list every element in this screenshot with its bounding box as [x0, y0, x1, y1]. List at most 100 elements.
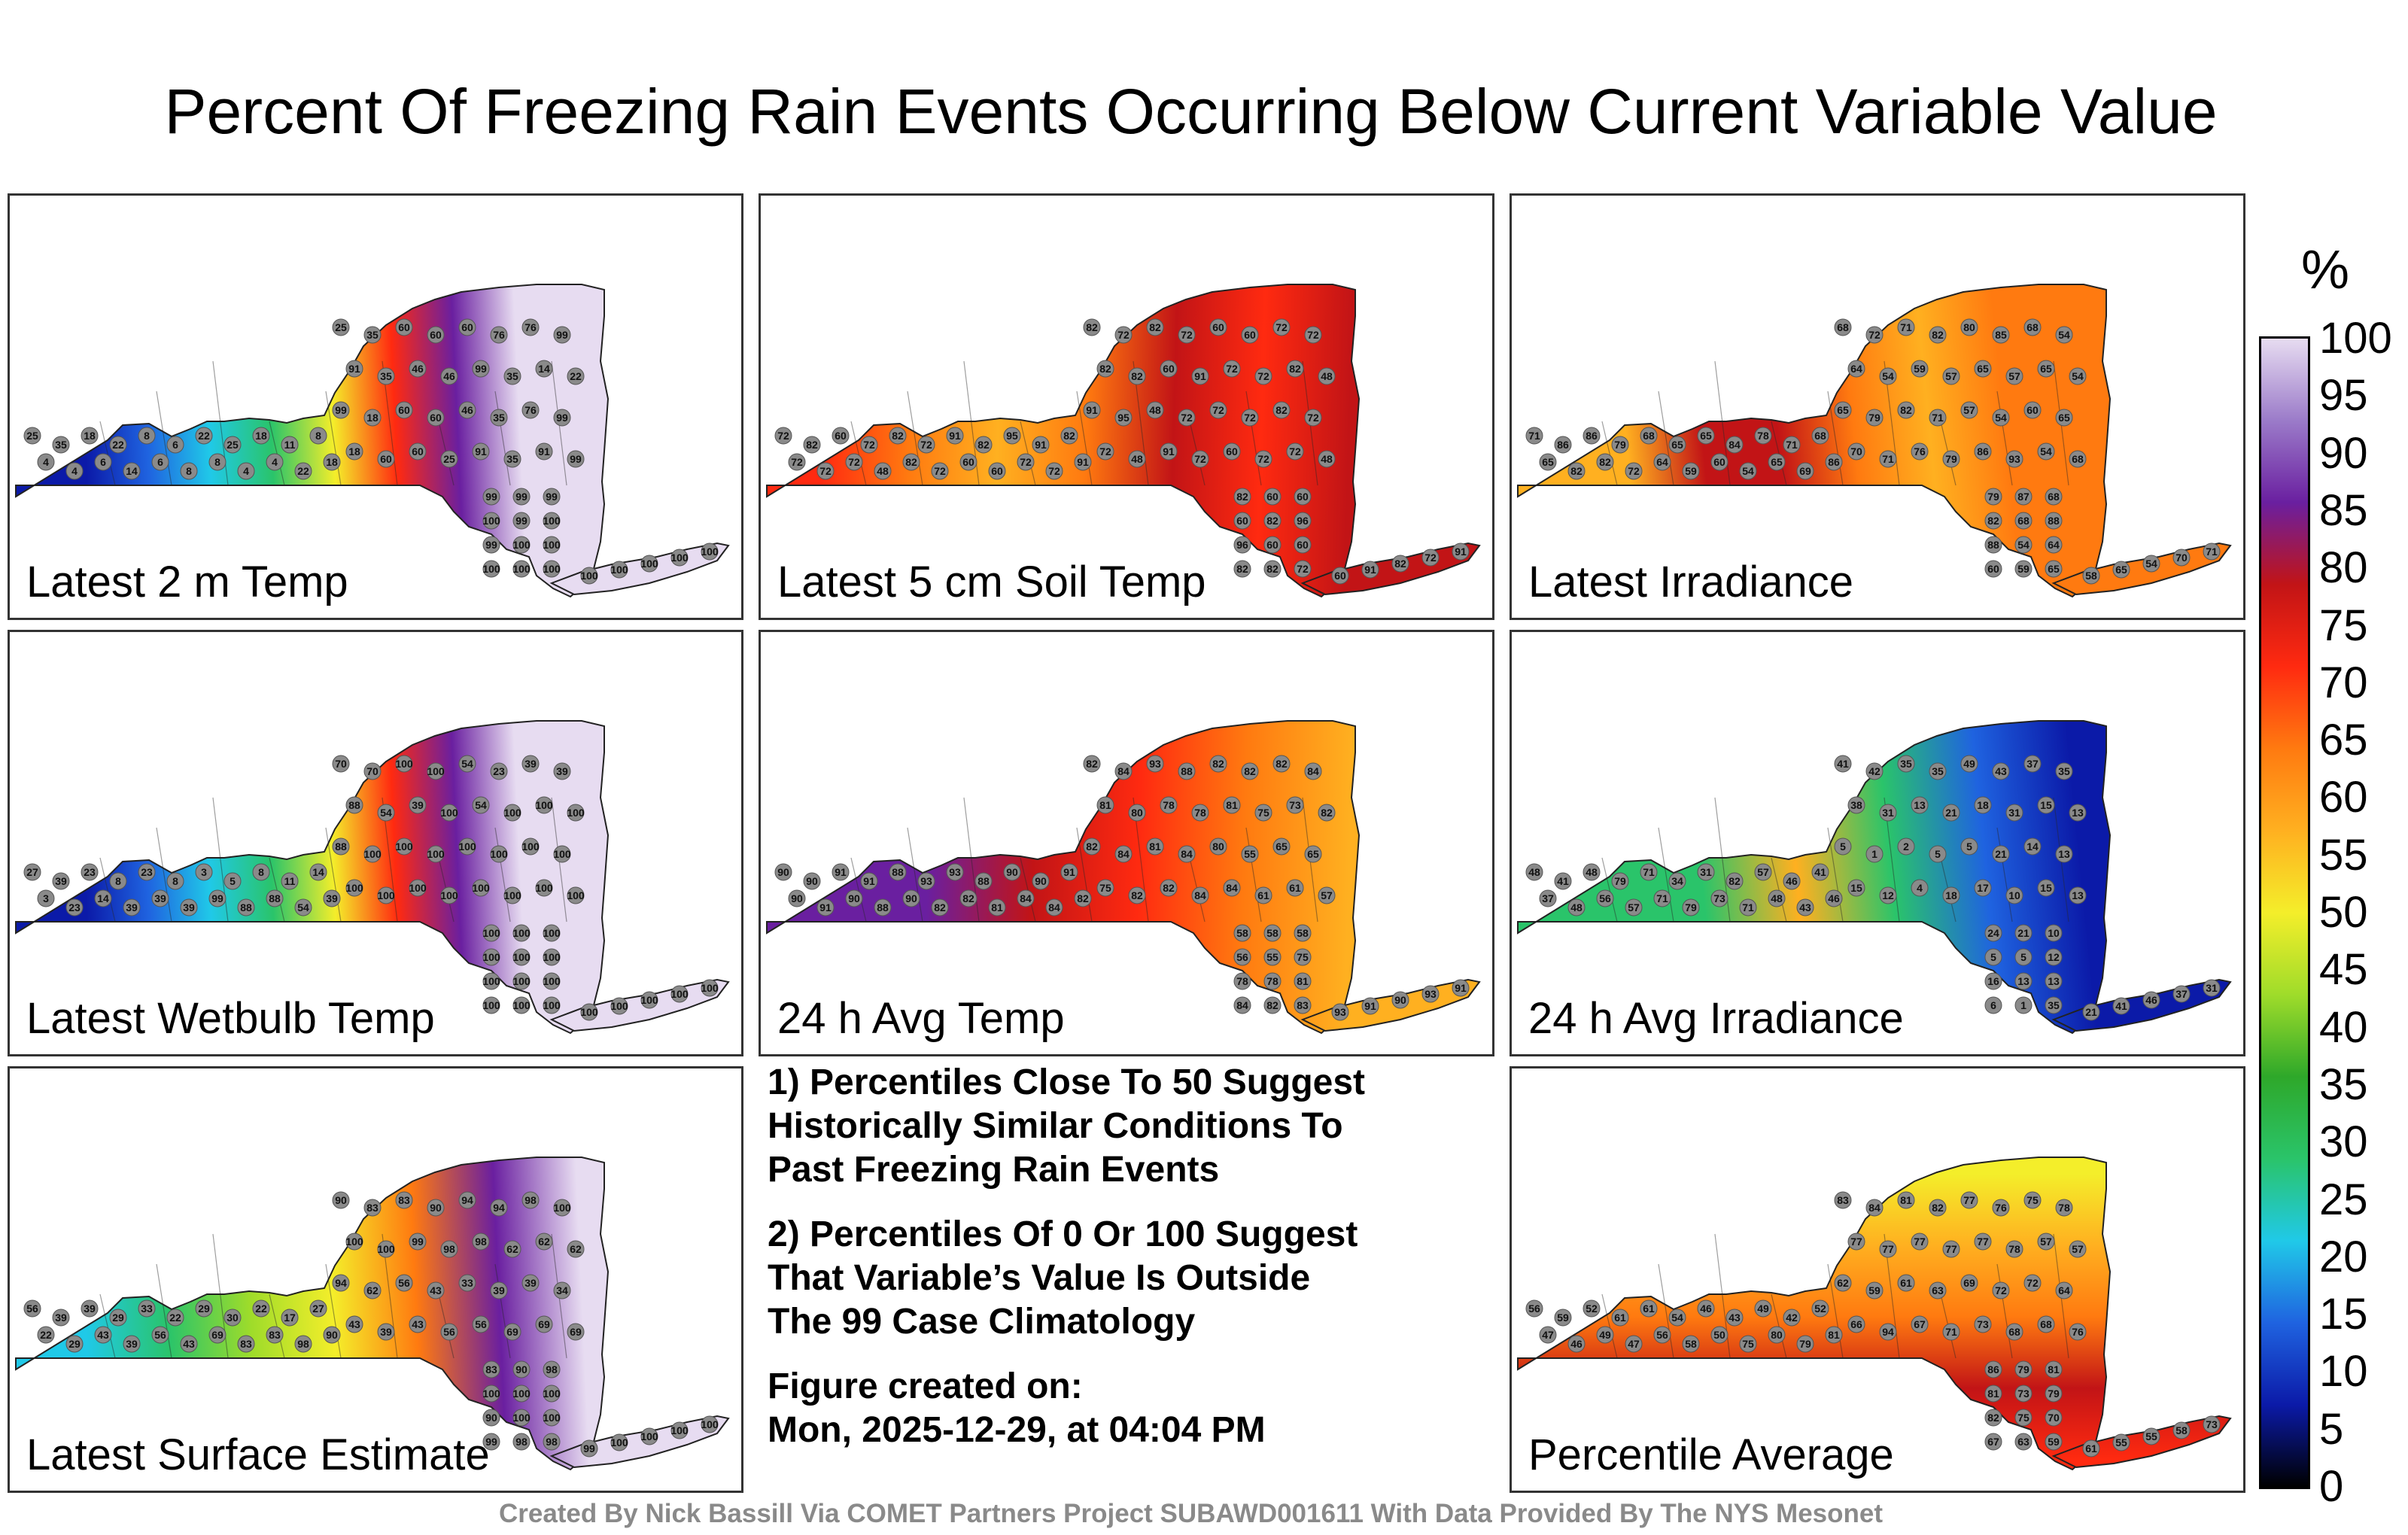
- station-value: 1: [1871, 848, 1877, 860]
- station-value: 100: [512, 1388, 531, 1400]
- station-marker: [535, 1233, 553, 1251]
- station-value: 33: [461, 1277, 473, 1289]
- station-marker: [1974, 1315, 1992, 1333]
- station-marker: [109, 1309, 127, 1327]
- station-value: 98: [546, 1436, 558, 1448]
- station-value: 67: [1914, 1318, 1926, 1330]
- colorbar-tick-label: 75: [2319, 600, 2368, 650]
- station-marker: [1331, 1003, 1349, 1021]
- station-marker: [1294, 512, 1312, 530]
- station-value: 4: [272, 456, 278, 468]
- panel-label: Percentile Average: [1528, 1430, 1894, 1479]
- station-marker: [490, 845, 508, 863]
- station-marker: [803, 872, 821, 890]
- station-marker: [1286, 796, 1304, 814]
- station-value: 100: [363, 848, 382, 860]
- station-value: 5: [2020, 951, 2026, 963]
- station-marker: [266, 453, 284, 471]
- station-marker: [1992, 326, 2010, 344]
- county-line: [325, 391, 342, 486]
- station-value: 39: [55, 1312, 67, 1324]
- station-marker: [2045, 536, 2063, 554]
- station-value: 70: [366, 765, 379, 777]
- station-value: 94: [1882, 1326, 1894, 1338]
- station-marker: [543, 536, 561, 554]
- station-value: 54: [2072, 370, 2084, 382]
- note-line: Historically Similar Conditions To: [768, 1106, 1343, 1146]
- created-label: Figure created on:: [768, 1366, 1083, 1406]
- station-marker: [1304, 326, 1322, 344]
- station-marker: [512, 1433, 531, 1451]
- station-marker: [427, 1281, 445, 1299]
- station-value: 86: [1828, 456, 1840, 468]
- station-value: 95: [1117, 412, 1130, 424]
- station-value: 39: [380, 1326, 392, 1338]
- station-marker: [2112, 1433, 2130, 1451]
- station-marker: [1178, 326, 1196, 344]
- station-value: 84: [1117, 765, 1130, 777]
- station-value: 76: [524, 321, 537, 333]
- station-marker: [81, 1299, 99, 1318]
- county-line: [1771, 1293, 1787, 1359]
- station-value: 35: [493, 412, 505, 424]
- station-value: 100: [512, 975, 531, 987]
- station-value: 71: [1900, 321, 1912, 333]
- station-marker: [1294, 996, 1312, 1014]
- station-marker: [1682, 898, 1700, 916]
- station-value: 31: [2008, 807, 2020, 819]
- station-marker: [543, 1409, 561, 1427]
- county-line: [1996, 391, 2013, 486]
- station-value: 79: [1685, 901, 1697, 913]
- county-line: [269, 421, 285, 486]
- station-value: 47: [1628, 1338, 1640, 1350]
- station-value: 91: [1077, 456, 1089, 468]
- station-value: 72: [1257, 453, 1269, 465]
- station-value: 62: [538, 1236, 550, 1248]
- station-value: 86: [1987, 1363, 1999, 1375]
- station-marker: [521, 401, 540, 419]
- station-marker: [1233, 560, 1251, 578]
- station-marker: [512, 488, 531, 506]
- station-marker: [1974, 796, 1992, 814]
- station-marker: [1254, 886, 1272, 904]
- station-marker: [395, 755, 413, 773]
- station-marker: [2014, 536, 2033, 554]
- station-marker: [2055, 1199, 2073, 1217]
- station-marker: [832, 427, 850, 445]
- station-value: 77: [1914, 1236, 1926, 1248]
- station-marker: [1304, 762, 1322, 780]
- station-value: 82: [1932, 1202, 1944, 1214]
- station-marker: [2045, 972, 2063, 990]
- station-value: 79: [1868, 412, 1880, 424]
- station-marker: [2112, 561, 2130, 579]
- station-value: 31: [1700, 866, 1712, 878]
- station-value: 21: [2017, 927, 2029, 939]
- station-marker: [345, 1315, 363, 1333]
- station-value: 90: [806, 875, 818, 887]
- station-value: 46: [1570, 1338, 1583, 1350]
- station-value: 100: [535, 799, 553, 811]
- station-value: 93: [1149, 758, 1161, 770]
- station-marker: [2005, 450, 2023, 468]
- station-value: 87: [2017, 491, 2029, 503]
- station-value: 59: [2017, 563, 2029, 575]
- station-value: 6: [100, 456, 106, 468]
- station-value: 82: [1321, 807, 1333, 819]
- colorbar-tick-label: 60: [2319, 773, 2368, 822]
- station-marker: [1911, 879, 1929, 897]
- station-marker: [521, 1274, 540, 1292]
- station-marker: [1992, 1281, 2010, 1299]
- station-value: 57: [1321, 889, 1333, 901]
- station-marker: [409, 360, 427, 378]
- station-marker: [409, 1315, 427, 1333]
- station-marker: [94, 1326, 112, 1344]
- colorbar-tick-label: 100: [2319, 314, 2392, 363]
- station-value: 72: [920, 439, 932, 451]
- station-value: 56: [398, 1277, 410, 1289]
- station-value: 17: [1977, 882, 1989, 894]
- station-marker: [1974, 442, 1992, 460]
- station-marker: [1263, 536, 1282, 554]
- station-value: 43: [430, 1284, 442, 1296]
- station-marker: [151, 1326, 169, 1344]
- county-line: [850, 857, 867, 923]
